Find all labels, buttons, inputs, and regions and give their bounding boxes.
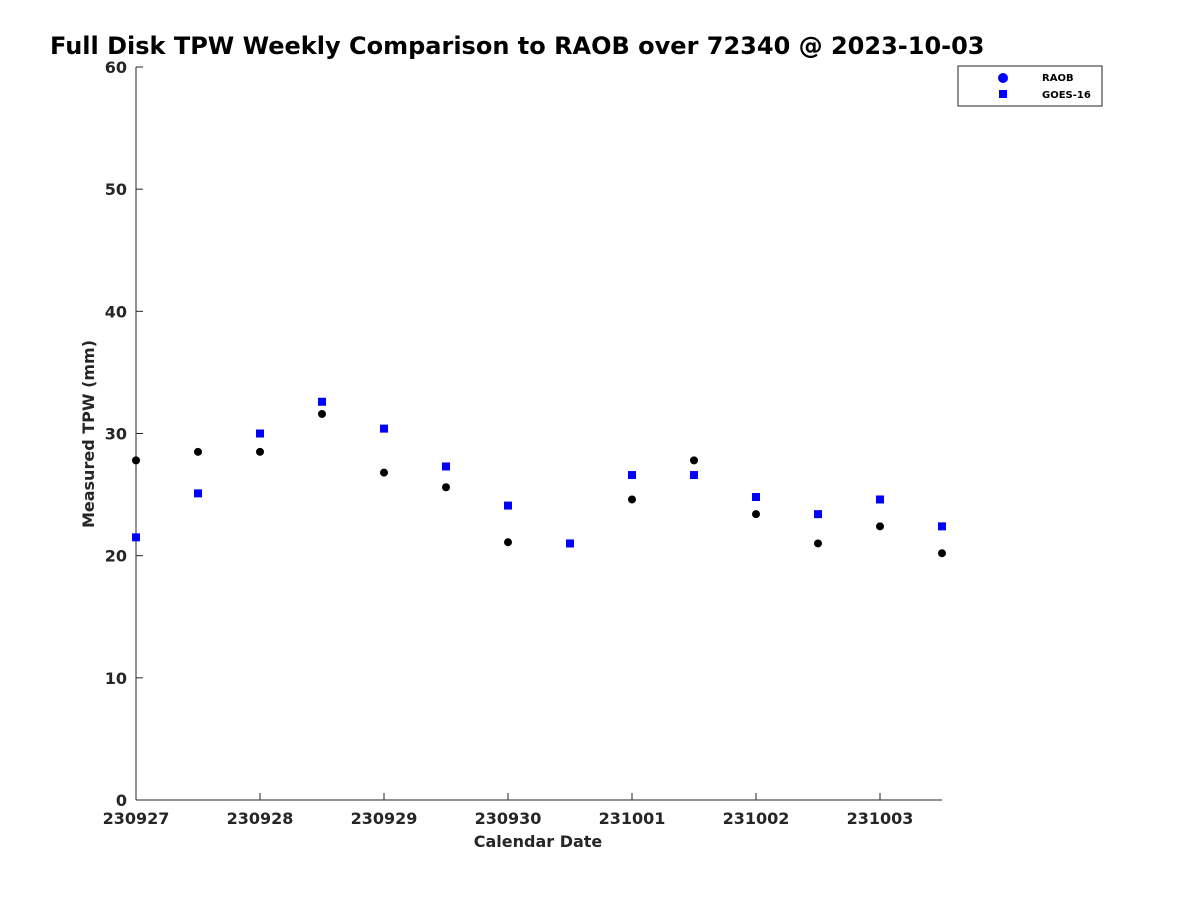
- legend-label-raob: RAOB: [1042, 73, 1074, 84]
- goes16-point: [442, 462, 450, 471]
- raob-point: [690, 456, 698, 465]
- goes16-point: [938, 522, 946, 531]
- y-tick-label: 30: [105, 425, 127, 444]
- raob-point: [504, 538, 512, 547]
- goes16-point: [690, 471, 698, 480]
- goes16-point: [194, 489, 202, 498]
- data-series: [132, 397, 946, 558]
- legend-box: [957, 65, 1103, 107]
- x-tick-label: 231002: [723, 809, 790, 828]
- goes16-point: [814, 510, 822, 519]
- raob-point: [938, 549, 946, 558]
- x-tick-label: 231001: [599, 809, 666, 828]
- x-tick-label: 230929: [351, 809, 418, 828]
- x-tick-label: 230930: [475, 809, 542, 828]
- raob-point: [380, 468, 388, 477]
- raob-point: [752, 510, 760, 519]
- raob-point: [628, 495, 636, 504]
- raob-point: [814, 539, 822, 548]
- raob-point: [442, 483, 450, 492]
- y-tick-label: 60: [105, 58, 127, 77]
- series-goes-16: [132, 397, 946, 548]
- goes16-point: [752, 493, 760, 502]
- x-axis-ticks: 230927 230928 230929 230930 231001 231002 2310…: [103, 793, 914, 828]
- x-tick-label: 230927: [103, 809, 170, 828]
- y-tick-label: 0: [116, 791, 127, 810]
- legend-label-goes16: GOES-16: [1042, 90, 1091, 101]
- goes16-point: [256, 429, 264, 438]
- goes16-point: [876, 495, 884, 504]
- goes16-point: [318, 397, 326, 406]
- series-raob: [132, 409, 946, 558]
- chart-title: Full Disk TPW Weekly Comparison to RAOB …: [50, 32, 985, 60]
- raob-point: [318, 409, 326, 418]
- legend-marker-goes16: [999, 90, 1007, 98]
- x-tick-label: 231003: [847, 809, 914, 828]
- legend: RAOB GOES-16: [957, 65, 1103, 107]
- y-tick-label: 50: [105, 180, 127, 199]
- y-axis-label: Measured TPW (mm): [79, 340, 98, 528]
- raob-point: [256, 447, 264, 456]
- goes16-point: [380, 424, 388, 433]
- x-tick-label: 230928: [227, 809, 294, 828]
- raob-point: [132, 456, 140, 465]
- goes16-point: [132, 533, 140, 542]
- goes16-point: [504, 501, 512, 510]
- goes16-point: [566, 539, 574, 548]
- y-tick-label: 10: [105, 669, 127, 688]
- raob-point: [194, 447, 202, 456]
- goes16-point: [628, 471, 636, 480]
- x-axis-label: Calendar Date: [474, 832, 603, 851]
- y-tick-label: 40: [105, 302, 127, 321]
- y-tick-label: 20: [105, 547, 127, 566]
- legend-marker-raob: [998, 73, 1008, 83]
- y-axis-ticks: 0 10 20 30 40 50 60: [105, 58, 143, 810]
- raob-point: [876, 522, 884, 531]
